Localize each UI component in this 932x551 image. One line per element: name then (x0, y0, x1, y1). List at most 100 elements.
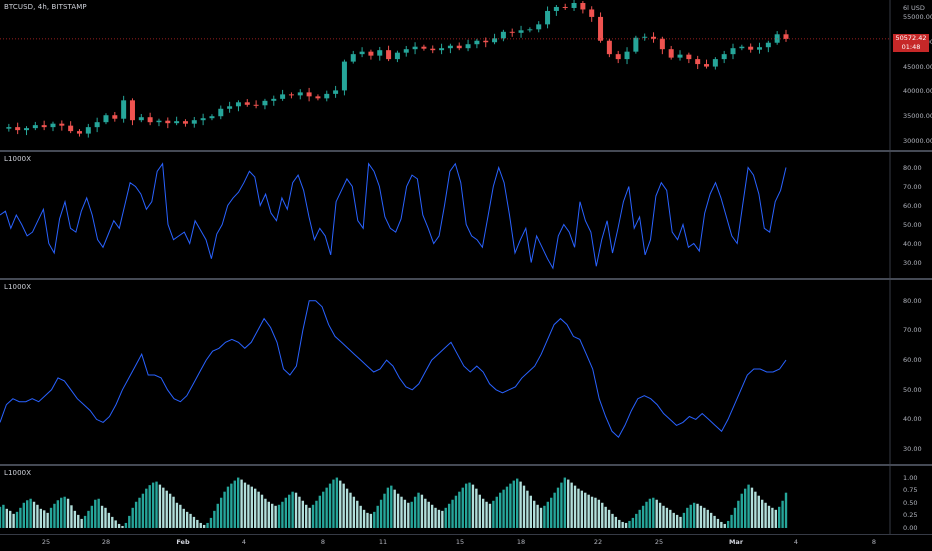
axis-tick-label: 55000.00 (903, 12, 932, 21)
histogram-bar (260, 494, 264, 528)
candle-body (288, 94, 294, 96)
histogram-bar (322, 491, 325, 528)
histogram-bar (539, 507, 543, 528)
histogram-bar (413, 496, 417, 528)
candle-body (580, 3, 586, 10)
histogram-bar (614, 516, 618, 528)
candle-body (536, 24, 542, 30)
histogram-bar (134, 501, 138, 528)
histogram-bar (393, 489, 396, 528)
candle-body (253, 104, 259, 106)
histogram-bar (114, 520, 117, 528)
candle-body (712, 59, 718, 67)
histogram-bar (94, 499, 97, 528)
histogram-bar (250, 486, 253, 528)
histogram-bar (29, 498, 32, 528)
current-price-value: 50572.42 (895, 33, 927, 42)
histogram-bar (584, 492, 587, 528)
time-axis-label: Feb (176, 538, 190, 546)
histogram-bar (335, 477, 339, 528)
pane-separator-3[interactable] (0, 464, 932, 466)
pane-separator-1[interactable] (0, 150, 932, 152)
histogram-bar (315, 500, 318, 528)
histogram-bar (90, 505, 94, 528)
scale-mode[interactable]: 6l USD (903, 4, 925, 12)
histogram-bar (754, 491, 757, 528)
histogram-bar (369, 513, 373, 528)
histogram-bar (533, 500, 536, 528)
axis-tick-label: 70.00 (903, 326, 922, 335)
price-chart[interactable] (0, 0, 932, 151)
histogram-bar (49, 507, 53, 528)
histogram-bar (73, 510, 77, 528)
histogram-bar (213, 510, 216, 528)
histogram-bar (332, 479, 335, 528)
axis-tick-label: 0.00 (903, 523, 918, 532)
histogram-bar (168, 493, 172, 528)
oscillator-pane-2[interactable]: L1000X (0, 280, 932, 464)
axis-tick-label: 35000.00 (903, 112, 932, 121)
histogram-bar (743, 488, 747, 528)
histogram-bar (410, 501, 413, 528)
histogram-bar (679, 516, 682, 528)
histogram-bar (0, 506, 2, 528)
histogram-bar (594, 497, 597, 528)
candle-body (59, 123, 65, 126)
candle-body (227, 106, 233, 109)
pane-separator-2[interactable] (0, 278, 932, 280)
histogram-bar (519, 481, 522, 528)
candle-body (474, 40, 480, 45)
axis-tick-label: 45000.00 (903, 62, 932, 71)
histogram-bar (522, 485, 526, 528)
current-price-badge: 50572.42 01:48 (893, 33, 929, 52)
histogram-bar (774, 509, 777, 528)
histogram-bar (590, 496, 594, 528)
candle-body (500, 31, 506, 39)
histogram-bar (396, 493, 400, 528)
histogram-bar (692, 502, 696, 528)
candle-body (262, 100, 268, 106)
candle-body (677, 54, 683, 58)
histogram-bar (264, 498, 267, 528)
axis-tick-label: 80.00 (903, 163, 922, 172)
histogram-bar (563, 477, 567, 528)
histogram-bar (124, 522, 128, 528)
candle-body (377, 50, 383, 56)
price-pane[interactable]: BTCUSD, 4h, BITSTAMP (0, 0, 932, 151)
histogram-bar (437, 509, 441, 528)
osc1-chart[interactable] (0, 152, 932, 278)
axis-tick-label: 40.00 (903, 239, 922, 248)
histogram-bar (70, 505, 73, 528)
candle-body (545, 10, 551, 25)
candle-body (271, 98, 277, 101)
candle-body (235, 102, 241, 107)
histogram-bar (726, 520, 730, 528)
histogram-bar (607, 509, 611, 528)
histogram-bar (325, 487, 328, 528)
histogram-bar (288, 494, 291, 528)
histogram-bar (509, 483, 512, 528)
candle-body (412, 46, 418, 50)
histogram-bar (648, 498, 652, 528)
candle-body (721, 54, 727, 60)
candle-body (439, 48, 445, 51)
candle-body (659, 38, 665, 50)
oscillator-pane-1[interactable]: L1000X (0, 152, 932, 278)
histogram-bar (577, 488, 580, 528)
oscillator-line (0, 300, 787, 438)
histogram-bar (655, 499, 658, 528)
candle-body (447, 45, 453, 49)
histogram-bar (301, 500, 305, 528)
histogram-bar (83, 515, 87, 528)
histogram-chart[interactable] (0, 466, 932, 534)
candle-body (651, 36, 657, 39)
histogram-bar (230, 483, 233, 528)
histogram-bars (0, 477, 788, 528)
histogram-bar (60, 497, 63, 528)
time-axis[interactable] (0, 534, 932, 551)
histogram-bar (543, 505, 546, 528)
histogram-bar (233, 480, 236, 528)
histogram-bar (12, 513, 15, 528)
osc2-chart[interactable] (0, 280, 932, 464)
histogram-bar (158, 484, 162, 528)
